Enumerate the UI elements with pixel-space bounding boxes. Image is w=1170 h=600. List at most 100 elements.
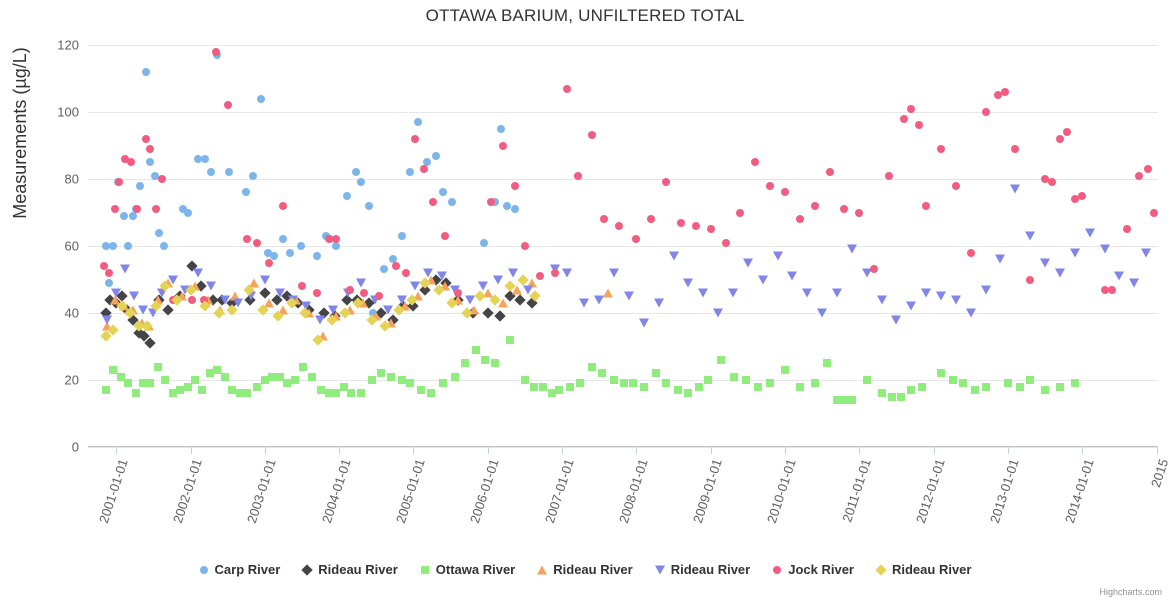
data-point[interactable] (391, 262, 400, 271)
data-point[interactable] (317, 386, 326, 395)
data-point[interactable] (757, 275, 768, 284)
data-point[interactable] (703, 376, 712, 384)
data-point[interactable] (480, 355, 489, 364)
data-point[interactable] (651, 369, 660, 378)
data-point[interactable] (427, 389, 436, 398)
data-point[interactable] (562, 84, 571, 93)
data-point[interactable] (369, 295, 380, 305)
data-point[interactable] (314, 315, 325, 325)
data-point[interactable] (211, 47, 220, 56)
data-point[interactable] (668, 251, 679, 261)
data-point[interactable] (148, 308, 159, 318)
data-point[interactable] (639, 382, 648, 391)
data-point[interactable] (1040, 258, 1051, 268)
data-point[interactable] (416, 386, 425, 395)
data-point[interactable] (993, 91, 1002, 100)
data-point[interactable] (375, 292, 384, 301)
data-point[interactable] (795, 382, 804, 391)
data-point[interactable] (936, 291, 947, 301)
data-point[interactable] (406, 168, 415, 177)
data-point[interactable] (137, 305, 148, 315)
data-point[interactable] (610, 376, 619, 384)
data-point[interactable] (766, 379, 775, 388)
data-point[interactable] (713, 308, 724, 318)
data-point[interactable] (257, 94, 266, 103)
data-point[interactable] (1134, 171, 1143, 180)
data-point[interactable] (1107, 285, 1116, 294)
data-point[interactable] (520, 242, 529, 250)
data-point[interactable] (264, 298, 275, 308)
data-point[interactable] (183, 382, 192, 391)
data-point[interactable] (899, 114, 908, 123)
data-point[interactable] (506, 335, 515, 344)
data-point[interactable] (1055, 382, 1064, 391)
data-point[interactable] (259, 275, 270, 284)
data-point[interactable] (1129, 278, 1140, 288)
data-point[interactable] (116, 372, 125, 381)
data-point[interactable] (347, 389, 356, 398)
data-point[interactable] (840, 205, 849, 214)
data-point[interactable] (772, 251, 783, 261)
data-point[interactable] (278, 235, 287, 244)
data-point[interactable] (412, 291, 423, 301)
data-point[interactable] (603, 288, 614, 298)
data-point[interactable] (413, 118, 422, 127)
data-point[interactable] (906, 301, 917, 311)
data-point[interactable] (727, 288, 738, 298)
data-point[interactable] (399, 301, 410, 311)
data-point[interactable] (426, 275, 437, 284)
data-point[interactable] (855, 208, 864, 217)
data-point[interactable] (717, 355, 726, 364)
data-point[interactable] (922, 201, 931, 210)
data-point[interactable] (825, 168, 834, 177)
data-point[interactable] (193, 154, 202, 163)
data-point[interactable] (167, 275, 178, 284)
data-point[interactable] (120, 264, 131, 274)
data-point[interactable] (290, 376, 299, 384)
data-point[interactable] (751, 158, 760, 167)
data-point[interactable] (243, 389, 251, 398)
data-point[interactable] (431, 151, 440, 160)
data-point[interactable] (312, 288, 321, 297)
data-point[interactable] (109, 295, 120, 305)
data-point[interactable] (397, 376, 406, 384)
data-point[interactable] (409, 281, 420, 291)
data-point[interactable] (951, 181, 960, 190)
data-point[interactable] (1026, 376, 1035, 384)
data-point[interactable] (1099, 244, 1110, 254)
data-point[interactable] (299, 362, 308, 371)
data-point[interactable] (780, 188, 789, 197)
data-point[interactable] (480, 238, 489, 247)
data-point[interactable] (887, 392, 896, 401)
data-point[interactable] (274, 288, 285, 298)
data-point[interactable] (152, 295, 163, 305)
data-point[interactable] (324, 235, 333, 244)
legend-item-4[interactable]: Rideau River (654, 562, 750, 577)
data-point[interactable] (632, 235, 641, 244)
data-point[interactable] (101, 386, 110, 395)
data-point[interactable] (847, 396, 856, 405)
data-point[interactable] (575, 379, 584, 388)
data-point[interactable] (547, 389, 556, 398)
data-point[interactable] (345, 285, 354, 294)
data-point[interactable] (101, 242, 110, 250)
data-point[interactable] (201, 154, 210, 163)
data-point[interactable] (1100, 285, 1109, 294)
data-point[interactable] (721, 238, 730, 247)
data-point[interactable] (730, 372, 739, 381)
data-point[interactable] (512, 285, 523, 295)
data-point[interactable] (587, 131, 596, 140)
data-point[interactable] (538, 382, 547, 391)
data-point[interactable] (161, 376, 170, 384)
data-point[interactable] (810, 379, 819, 388)
data-point[interactable] (620, 379, 629, 388)
data-point[interactable] (464, 295, 475, 305)
data-point[interactable] (833, 396, 841, 405)
data-point[interactable] (129, 291, 140, 301)
data-point[interactable] (206, 281, 217, 291)
data-point[interactable] (1041, 175, 1050, 183)
data-point[interactable] (157, 288, 168, 298)
data-point[interactable] (565, 382, 574, 391)
data-point[interactable] (259, 287, 271, 299)
data-point[interactable] (351, 168, 360, 177)
